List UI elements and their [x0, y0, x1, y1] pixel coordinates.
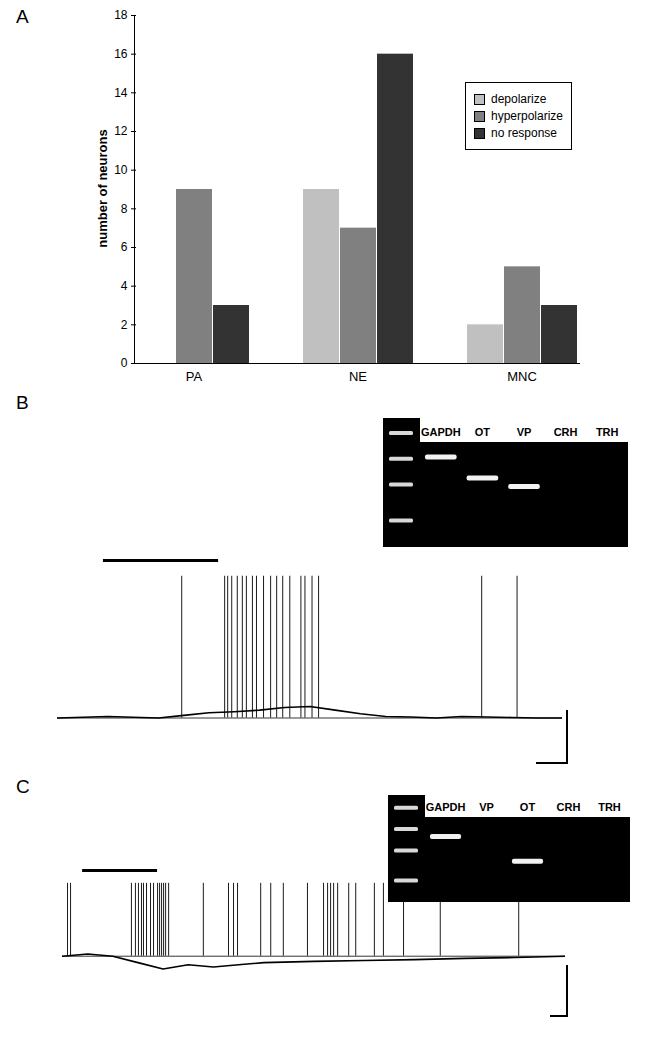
svg-text:GAPDH: GAPDH: [426, 801, 466, 813]
svg-text:14: 14: [114, 86, 128, 100]
html-text:no response: no response: [491, 126, 557, 140]
svg-text:10: 10: [114, 163, 128, 177]
svg-text:18: 18: [114, 8, 128, 22]
svg-text:12: 12: [114, 124, 128, 138]
svg-text:CRH: CRH: [557, 801, 581, 813]
svg-text:OT: OT: [475, 426, 491, 438]
html-text:hyperpolarize: hyperpolarize: [491, 109, 563, 123]
svg-text:PA: PA: [186, 369, 203, 384]
svg-text:NE: NE: [349, 369, 367, 384]
html-text:C: C: [16, 776, 30, 797]
html-text:number of neurons: number of neurons: [94, 129, 110, 248]
svg-text:0: 0: [121, 356, 128, 370]
html-text:depolarize: depolarize: [491, 92, 547, 106]
svg-text:16: 16: [114, 47, 128, 61]
svg-text:GAPDH: GAPDH: [421, 426, 461, 438]
svg-text:8: 8: [121, 202, 128, 216]
svg-text:VP: VP: [517, 426, 532, 438]
svg-text:OT: OT: [520, 801, 536, 813]
svg-text:TRH: TRH: [596, 426, 619, 438]
svg-text:6: 6: [121, 240, 128, 254]
svg-text:VP: VP: [479, 801, 494, 813]
svg-text:4: 4: [121, 279, 128, 293]
html-text:A: A: [16, 6, 29, 27]
svg-text:TRH: TRH: [598, 801, 621, 813]
svg-text:CRH: CRH: [554, 426, 578, 438]
html-text:B: B: [16, 392, 29, 413]
svg-text:MNC: MNC: [507, 369, 537, 384]
svg-text:2: 2: [121, 318, 128, 332]
